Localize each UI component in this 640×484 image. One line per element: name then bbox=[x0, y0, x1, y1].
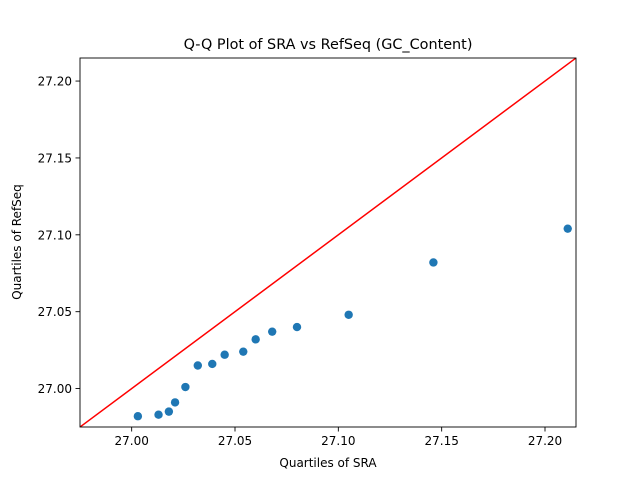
y-tick-label: 27.05 bbox=[38, 305, 72, 319]
y-axis-label: Quartiles of RefSeq bbox=[10, 184, 24, 300]
x-tick-label: 27.15 bbox=[424, 434, 458, 448]
data-point-12 bbox=[292, 322, 302, 332]
x-axis-label: Quartiles of SRA bbox=[279, 456, 377, 470]
data-point-5 bbox=[181, 382, 190, 392]
data-point-9 bbox=[239, 347, 248, 356]
data-point-3 bbox=[164, 407, 174, 416]
y-tick-label: 27.15 bbox=[38, 151, 72, 165]
y-tick-label: 27.00 bbox=[38, 382, 72, 396]
x-tick-label: 27.05 bbox=[218, 434, 252, 448]
reference-line bbox=[80, 58, 576, 427]
x-tick-label: 27.00 bbox=[114, 434, 148, 448]
data-point-2 bbox=[154, 410, 163, 419]
data-point-14 bbox=[429, 258, 438, 267]
data-point-6 bbox=[193, 361, 202, 370]
x-tick-label: 27.10 bbox=[321, 434, 355, 448]
axes-frame bbox=[79, 57, 577, 428]
plot-area: 27.00 27.05 27.10 27.15 27.20 27.00 27.05 27.10… bbox=[38, 57, 577, 448]
chart-title: Q-Q Plot of SRA vs RefSeq (GC_Content) bbox=[184, 37, 473, 53]
data-point-7 bbox=[208, 359, 217, 369]
data-point-13 bbox=[344, 310, 353, 319]
data-point-8 bbox=[220, 350, 229, 359]
data-point-15 bbox=[563, 224, 572, 233]
data-point-1 bbox=[133, 412, 143, 421]
x-tick-label: 27.20 bbox=[528, 434, 562, 448]
data-point-4 bbox=[170, 398, 180, 407]
y-tick-label: 27.20 bbox=[38, 75, 72, 89]
data-point-10 bbox=[251, 335, 260, 344]
y-tick-label: 27.10 bbox=[38, 228, 72, 242]
data-point-11 bbox=[268, 327, 277, 336]
